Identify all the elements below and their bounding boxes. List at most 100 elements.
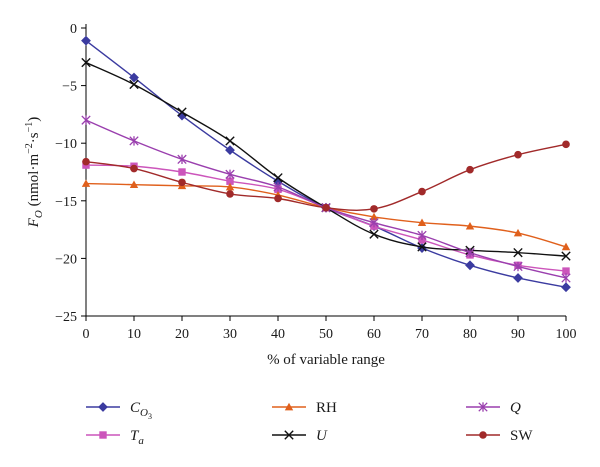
legend-name: SW	[510, 428, 533, 444]
legend-subsub: 3	[148, 412, 152, 421]
legend-item-sw: SW	[466, 428, 533, 444]
y-tick-label: −10	[55, 137, 77, 152]
data-point-u	[417, 242, 427, 252]
y-title-part: )	[26, 117, 42, 122]
data-point-q	[465, 247, 475, 258]
data-point-q	[369, 217, 379, 228]
x-tick-label: 100	[556, 327, 577, 342]
y-tick-label: −5	[62, 80, 77, 95]
data-point-c	[81, 35, 91, 46]
series-sw	[82, 140, 570, 213]
y-axis-title-text: FO (nmol·m−2·s−1)	[24, 117, 45, 229]
y-axis-title: FO (nmol·m−2·s−1)	[24, 117, 45, 229]
legend-item-t: Ta	[86, 428, 144, 447]
data-point-c	[561, 282, 571, 293]
x-tick-label: 80	[463, 327, 477, 342]
series-layer	[81, 35, 571, 293]
series-q	[81, 115, 571, 283]
data-point-q	[129, 136, 139, 146]
data-point-sw	[418, 187, 426, 196]
data-point-q	[561, 273, 571, 283]
data-point-rh	[465, 221, 475, 230]
legend-name: U	[316, 428, 328, 444]
y-tick-label: −15	[55, 195, 77, 210]
legend-label: CO3	[130, 400, 152, 421]
marker-stroke	[417, 242, 427, 252]
data-point-u	[273, 173, 283, 183]
legend-marker-rh	[284, 402, 294, 411]
marker-stroke	[177, 107, 187, 117]
marker-stroke	[81, 57, 91, 68]
legend-sub: O	[140, 407, 148, 419]
data-point-q	[177, 154, 187, 165]
series-line-u	[85, 61, 567, 257]
series-c	[81, 35, 571, 293]
legend-marker-t	[99, 431, 107, 439]
data-point-sw	[274, 194, 282, 203]
x-tick-label: 70	[415, 327, 429, 342]
x-tick-label: 30	[223, 327, 237, 342]
x-tick-label: 50	[319, 327, 333, 342]
legend-sub: a	[138, 435, 144, 447]
marker-stroke	[284, 430, 294, 440]
y-title-part: −1	[24, 122, 35, 133]
y-title-part: ·s	[26, 132, 42, 143]
data-point-rh	[369, 212, 379, 221]
data-point-rh	[513, 228, 523, 237]
marker-stroke	[273, 173, 283, 183]
data-point-u	[81, 57, 91, 68]
data-point-rh	[81, 179, 91, 187]
marker-stroke	[225, 136, 235, 146]
data-point-u	[513, 247, 523, 258]
legend-marker-sw	[479, 431, 487, 439]
data-point-sw	[514, 150, 522, 159]
legend-label: Ta	[130, 428, 144, 447]
x-tick-label: 60	[367, 327, 381, 342]
series-line-sw	[85, 143, 567, 211]
data-point-sw	[466, 165, 474, 174]
series-line-q	[85, 119, 567, 279]
legend-item-q: Q	[466, 400, 521, 416]
legend-name: T	[130, 428, 140, 444]
data-point-sw	[562, 140, 570, 149]
data-point-sw	[322, 203, 330, 212]
x-tick-label: 40	[271, 327, 285, 342]
legend-item-u: U	[272, 428, 328, 444]
y-title-part: −2	[24, 143, 35, 154]
data-point-c	[129, 72, 139, 83]
legend-label: U	[316, 428, 328, 444]
legend-name: Q	[510, 400, 521, 416]
data-point-rh	[417, 218, 427, 227]
data-point-t	[226, 177, 234, 185]
y-tick-label: −20	[55, 252, 77, 267]
legend-label: RH	[316, 400, 337, 416]
x-tick-label: 10	[127, 327, 141, 342]
data-point-q	[81, 115, 91, 125]
legend-name: RH	[316, 400, 337, 416]
x-tick-label: 90	[511, 327, 525, 342]
data-point-c	[513, 273, 523, 283]
data-point-u	[177, 107, 187, 117]
legend-marker-u	[284, 430, 294, 440]
data-point-rh	[561, 242, 571, 251]
data-point-u	[369, 229, 379, 239]
data-point-rh	[129, 180, 139, 189]
data-point-t	[562, 267, 570, 275]
series-line-rh	[85, 182, 567, 248]
legend-item-rh: RH	[272, 400, 337, 416]
marker-stroke	[561, 251, 571, 261]
legend-marker-c	[98, 402, 108, 412]
y-title-part: F	[26, 217, 42, 228]
series-line-c	[85, 40, 567, 288]
legend-label: Q	[510, 400, 521, 416]
x-tick-label: 0	[83, 327, 90, 342]
marker-stroke	[513, 247, 523, 258]
data-point-sw	[226, 190, 234, 198]
data-point-sw	[370, 205, 378, 213]
data-point-u	[129, 79, 139, 90]
marker-stroke	[369, 229, 379, 239]
marker-stroke	[129, 79, 139, 90]
y-tick-label: 0	[70, 22, 77, 37]
data-point-u	[225, 136, 235, 146]
